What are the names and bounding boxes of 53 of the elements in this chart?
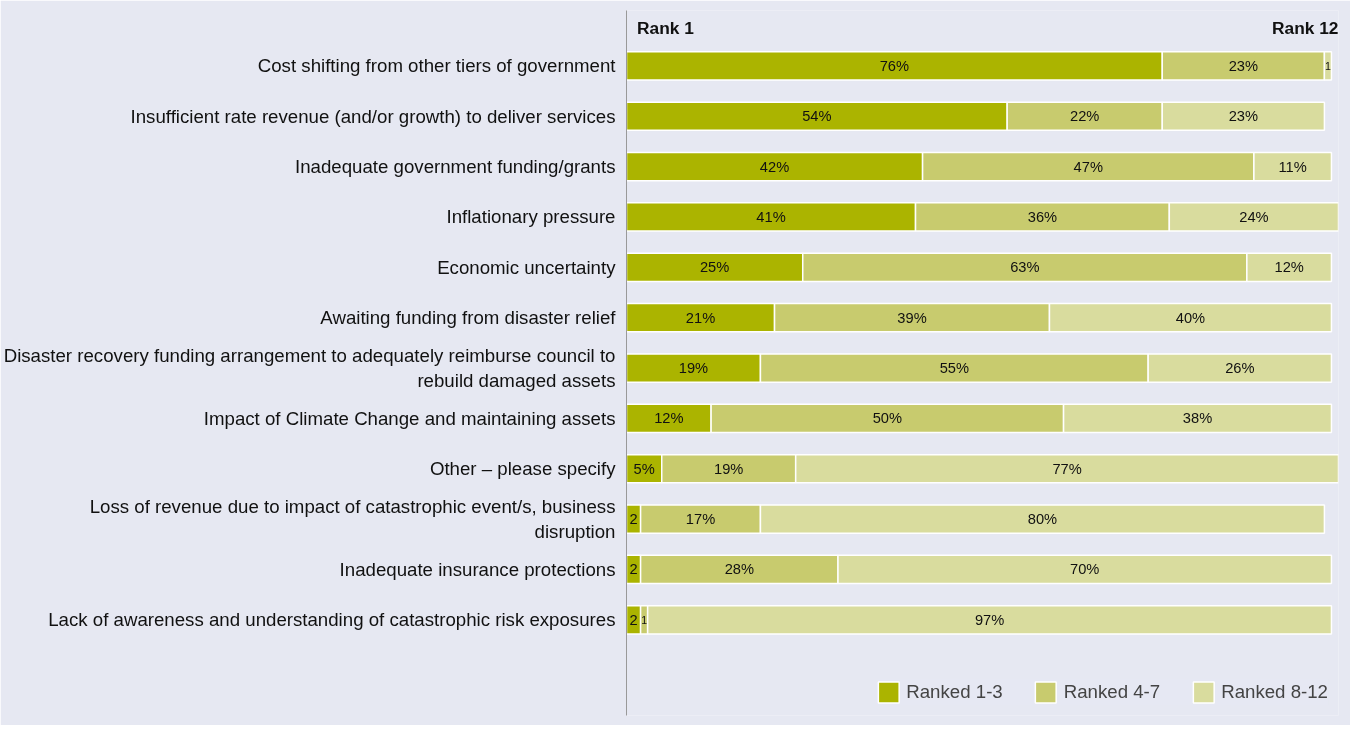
data-label: 19% bbox=[678, 360, 709, 377]
y-tick-label: Disaster recovery funding arrangement to adequately reimburse council to rebuild damaged assets bbox=[3, 344, 616, 392]
y-tick-label: Other – please specify bbox=[429, 458, 617, 480]
legend-label: Ranked 1-3 bbox=[906, 681, 1003, 703]
y-tick-label: Loss of revenue due to impact of catastrophic event/s, business disruption bbox=[89, 496, 616, 543]
data-label: 24% bbox=[1239, 208, 1269, 225]
y-tick-label: Awaiting funding from disaster relief bbox=[320, 307, 617, 329]
data-label: 21% bbox=[685, 309, 716, 326]
y-tick-label: Inflationary pressure bbox=[446, 206, 616, 228]
data-label: 40% bbox=[1175, 309, 1206, 326]
y-tick-label: Lack of awareness and understanding of catastrophic risk exposures bbox=[48, 609, 616, 631]
y-tick-label: Economic uncertainty bbox=[437, 256, 617, 278]
data-label: 25% bbox=[699, 259, 730, 276]
data-label: 17% bbox=[685, 511, 716, 528]
data-label: 54% bbox=[802, 108, 832, 125]
legend-label: Ranked 8-12 bbox=[1221, 681, 1328, 703]
data-label: 97% bbox=[974, 611, 1005, 628]
data-label: 63% bbox=[1010, 259, 1040, 276]
data-label: 22% bbox=[1070, 108, 1100, 125]
legend-label: Ranked 4-7 bbox=[1063, 681, 1161, 703]
text: Rank 1 bbox=[637, 18, 695, 39]
data-label: 76% bbox=[879, 57, 910, 74]
data-label: 2 bbox=[629, 561, 638, 578]
data-label: 47% bbox=[1073, 158, 1103, 175]
y-tick-label: Inadequate insurance protections bbox=[339, 558, 616, 580]
data-label: 26% bbox=[1225, 360, 1255, 377]
data-label: 1 bbox=[1324, 59, 1331, 72]
data-label: 50% bbox=[872, 410, 903, 427]
data-label: 38% bbox=[1182, 410, 1213, 427]
y-tick-label: Insufficient rate revenue (and/or growth) to deliver services bbox=[130, 105, 616, 127]
data-label: 77% bbox=[1052, 460, 1082, 477]
data-label: 2 bbox=[629, 611, 638, 628]
y-tick-label: Cost shifting from other tiers of government bbox=[257, 55, 617, 77]
data-label: 12% bbox=[654, 410, 684, 427]
data-label: 55% bbox=[939, 360, 969, 377]
data-label: 23% bbox=[1228, 108, 1259, 125]
data-label: 1 bbox=[641, 613, 648, 626]
data-label: 42% bbox=[759, 158, 790, 175]
y-tick-label: Inadequate government funding/grants bbox=[295, 156, 616, 178]
data-label: 12% bbox=[1274, 259, 1304, 276]
data-label: 36% bbox=[1027, 208, 1058, 225]
data-label: 5% bbox=[633, 460, 655, 477]
data-label: 28% bbox=[724, 561, 754, 578]
y-tick-label: Impact of Climate Change and maintaining assets bbox=[203, 407, 616, 429]
data-label: 70% bbox=[1070, 561, 1100, 578]
data-label: 39% bbox=[897, 309, 927, 326]
data-label: 11% bbox=[1278, 158, 1307, 175]
data-label: 41% bbox=[756, 208, 786, 225]
data-label: 2 bbox=[629, 511, 638, 528]
text: Rank 12 bbox=[1272, 18, 1339, 39]
data-label: 23% bbox=[1228, 57, 1259, 74]
data-label: 19% bbox=[714, 460, 744, 477]
data-label: 80% bbox=[1027, 511, 1058, 528]
